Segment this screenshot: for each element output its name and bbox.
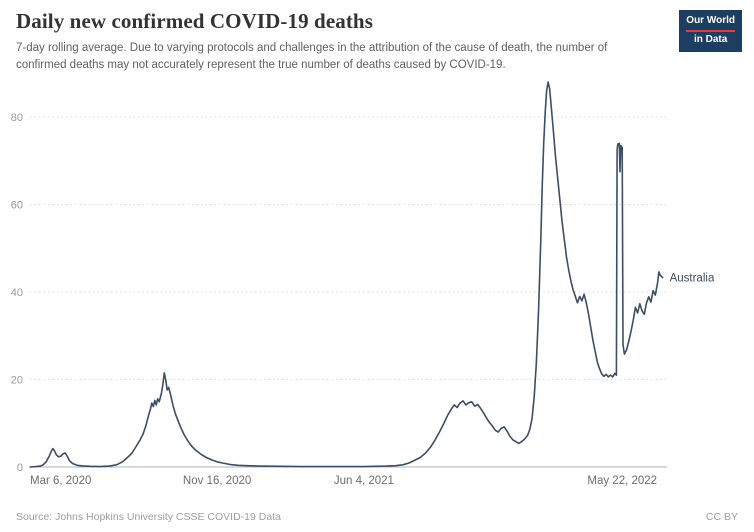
x-axis-tick-label: Nov 16, 2020 <box>183 475 251 487</box>
license-badge[interactable]: CC BY <box>705 511 738 523</box>
x-axis-tick-label: Mar 6, 2020 <box>30 475 91 487</box>
owid-logo[interactable]: Our World in Data <box>679 10 742 52</box>
series-line-australia[interactable] <box>29 81 664 468</box>
owid-logo-text-bottom: in Data <box>693 33 728 45</box>
chart-subtitle: 7-day rolling average. Due to varying pr… <box>16 42 608 71</box>
y-axis-tick-label: 0 <box>17 462 23 474</box>
y-axis-tick-label: 40 <box>11 287 23 299</box>
x-axis-tick-label: May 22, 2022 <box>587 475 657 487</box>
y-axis-tick-label: 80 <box>11 112 23 124</box>
owid-logo-red-rule <box>686 29 735 32</box>
line-chart[interactable]: 0 20 40 60 80 Mar 6, 2020 Nov 16, 2020 Jun 4, 2… <box>0 80 754 492</box>
chart-title: Daily new confirmed COVID-19 deaths <box>16 9 373 33</box>
x-axis-tick-label: Jun 4, 2021 <box>334 475 394 487</box>
source-note[interactable]: Source: Johns Hopkins University CSSE CO… <box>16 511 281 523</box>
chart-footer: Source: Johns Hopkins University CSSE CO… <box>16 511 738 523</box>
y-axis-tick-label: 60 <box>11 200 23 212</box>
y-axis-tick-label: 20 <box>11 375 23 387</box>
chart-header: Daily new confirmed COVID-19 deaths 7-da… <box>16 9 668 73</box>
owid-logo-text-top: Our World <box>686 15 735 26</box>
entity-label: Australia <box>670 273 715 285</box>
